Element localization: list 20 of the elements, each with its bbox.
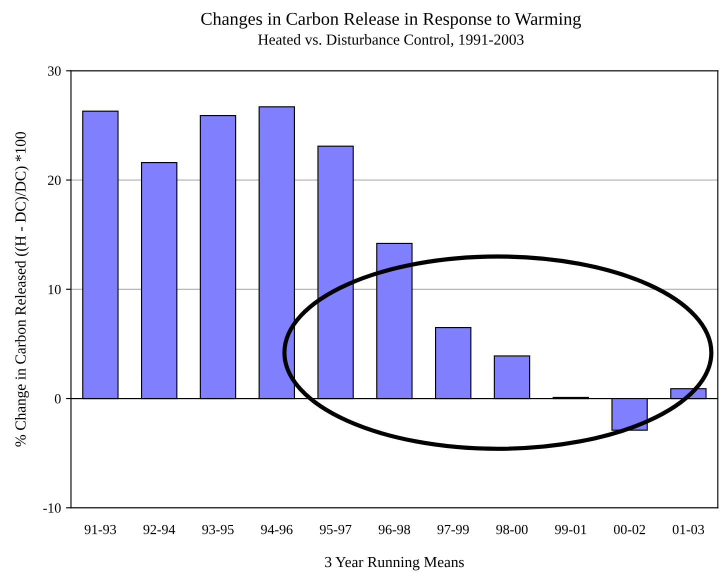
y-tick-label: 20 (48, 176, 61, 185)
x-tick-label: 01-03 (672, 524, 704, 534)
y-tick-label: -10 (43, 503, 61, 513)
y-tick-label: 0 (54, 394, 61, 404)
y-tick-label: 30 (48, 66, 61, 76)
y-tick-label: 10 (48, 284, 61, 294)
x-tick-label: 97-99 (437, 524, 469, 534)
chart-subtitle: Heated vs. Disturbance Control, 1991-2003 (258, 34, 524, 47)
x-axis-title: 3 Year Running Means (325, 556, 464, 570)
x-tick-label: 92-94 (143, 524, 176, 534)
x-tick-label: 98-00 (496, 524, 528, 534)
x-tick-label: 99-01 (555, 524, 586, 534)
x-tick-label: 96-98 (378, 524, 410, 534)
chart-title: Changes in Carbon Release in Response to Warming (201, 12, 581, 29)
x-tick-label: 93-95 (202, 524, 234, 534)
x-tick-label: 00-02 (614, 524, 646, 534)
y-axis-title: % Change in Carbon Released ((H - DC)/DC) *100 (14, 132, 29, 447)
x-tick-label: 94-96 (261, 524, 293, 534)
x-tick-label: 91-93 (84, 524, 116, 534)
x-tick-label: 95-97 (320, 524, 352, 534)
